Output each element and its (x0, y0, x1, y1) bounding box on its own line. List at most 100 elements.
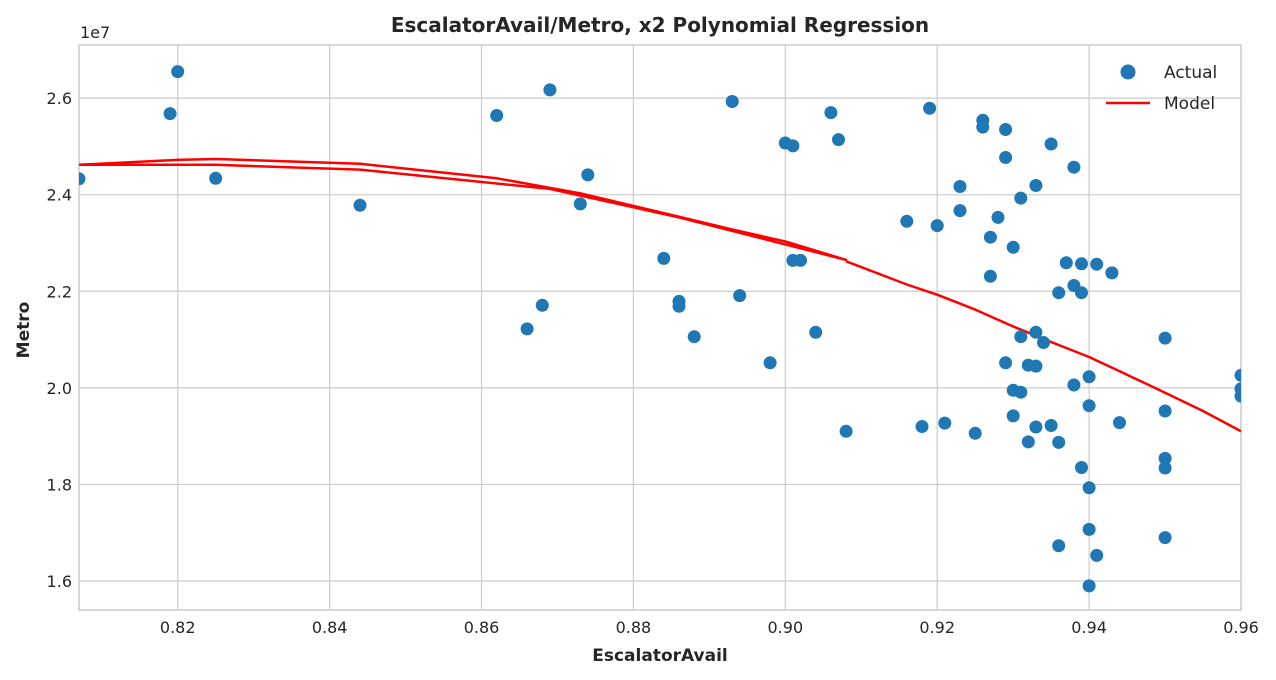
plot-frame (78, 44, 1242, 611)
actual-point (999, 123, 1013, 136)
actual-point (1234, 389, 1241, 403)
chart-title: EscalatorAvail/Metro, x2 Polynomial Regr… (391, 13, 929, 37)
actual-point (535, 298, 549, 312)
actual-point (163, 107, 177, 121)
x-tick-label: 0.94 (1071, 618, 1107, 637)
grid (79, 45, 1242, 610)
y-tick-label: 1.8 (47, 475, 72, 494)
actual-point (581, 168, 595, 182)
actual-point (1090, 257, 1104, 271)
actual-point (1052, 286, 1066, 300)
actual-point (490, 109, 504, 122)
x-tick-label: 0.88 (616, 618, 652, 637)
actual-point (1158, 461, 1172, 475)
data-marks (79, 65, 1241, 593)
actual-point (1082, 370, 1096, 384)
actual-point (1067, 378, 1081, 392)
actual-point (209, 171, 223, 185)
actual-point (353, 198, 367, 212)
actual-point (1075, 257, 1088, 271)
actual-point (794, 253, 807, 267)
actual-point (1052, 435, 1066, 449)
actual-point (1014, 191, 1028, 205)
actual-point (999, 356, 1013, 370)
actual-point (1029, 420, 1043, 434)
y-tick-label: 2.0 (47, 379, 72, 398)
x-tick-label: 0.84 (312, 618, 348, 637)
plot-area (79, 65, 1241, 593)
x-axis-label: EscalatorAvail (592, 646, 728, 666)
actual-point (999, 151, 1013, 164)
actual-point (1052, 539, 1066, 553)
actual-point (543, 83, 557, 97)
actual-point (930, 219, 944, 233)
actual-point (1158, 531, 1172, 545)
actual-point (1082, 399, 1096, 413)
actual-point (1006, 409, 1020, 423)
actual-point (1113, 416, 1126, 430)
actual-point (1075, 286, 1088, 300)
actual-point (1037, 336, 1050, 349)
actual-point (1044, 137, 1058, 151)
actual-point (1082, 579, 1096, 593)
actual-point (1158, 331, 1172, 345)
actual-point (1067, 160, 1081, 174)
model-line (845, 260, 1241, 433)
x-tick-labels: 0.82 0.84 0.86 0.88 0.90 0.92 0.94 0.96 (160, 618, 1259, 637)
legend-actual-marker (1120, 64, 1136, 80)
actual-point (1029, 325, 1043, 339)
actual-point (991, 210, 1005, 224)
actual-point (923, 101, 937, 115)
actual-point (915, 420, 929, 433)
y-offset-text: 1e7 (80, 23, 110, 42)
actual-point (786, 139, 800, 153)
actual-point (1014, 330, 1028, 344)
actual-point (733, 289, 747, 303)
y-tick-labels: 1.6 1.8 2.0 2.2 2.4 2.6 (47, 89, 72, 591)
actual-point (839, 424, 853, 438)
x-tick-label: 0.92 (919, 618, 955, 637)
actual-point (520, 322, 534, 336)
actual-point (824, 106, 838, 120)
x-tick-label: 0.86 (464, 618, 500, 637)
actual-point (573, 197, 587, 211)
x-tick-label: 0.82 (160, 618, 196, 637)
actual-point (725, 95, 739, 108)
actual-point (976, 120, 990, 134)
actual-point (1082, 481, 1096, 495)
actual-point (1234, 368, 1241, 382)
actual-point (1014, 385, 1028, 399)
actual-point (832, 133, 845, 147)
actual-point (1059, 256, 1073, 270)
actual-point (953, 204, 967, 218)
legend-actual-label: Actual (1164, 63, 1217, 83)
y-tick-label: 2.6 (47, 89, 72, 108)
actual-point (1029, 359, 1043, 373)
actual-point (657, 251, 671, 265)
actual-point (809, 325, 823, 339)
x-tick-label: 0.90 (768, 618, 804, 637)
actual-point (1158, 404, 1172, 418)
model-line (79, 157, 848, 262)
actual-point (171, 65, 185, 79)
actual-point (968, 426, 982, 440)
legend-model-label: Model (1164, 94, 1215, 114)
y-axis-label: Metro (14, 302, 34, 359)
actual-point (79, 172, 86, 186)
actual-point (938, 416, 952, 430)
actual-point (1029, 179, 1043, 192)
y-tick-label: 2.2 (47, 282, 72, 301)
actual-point (900, 214, 914, 228)
actual-point (1006, 240, 1020, 254)
legend: Actual Model (1106, 63, 1217, 114)
actual-point (687, 330, 701, 344)
actual-point (953, 180, 967, 193)
x-tick-label: 0.96 (1223, 618, 1259, 637)
actual-point (672, 299, 686, 313)
actual-point (1090, 548, 1104, 562)
y-tick-label: 1.6 (47, 572, 72, 591)
actual-point (1021, 435, 1035, 449)
actual-point (763, 356, 777, 370)
